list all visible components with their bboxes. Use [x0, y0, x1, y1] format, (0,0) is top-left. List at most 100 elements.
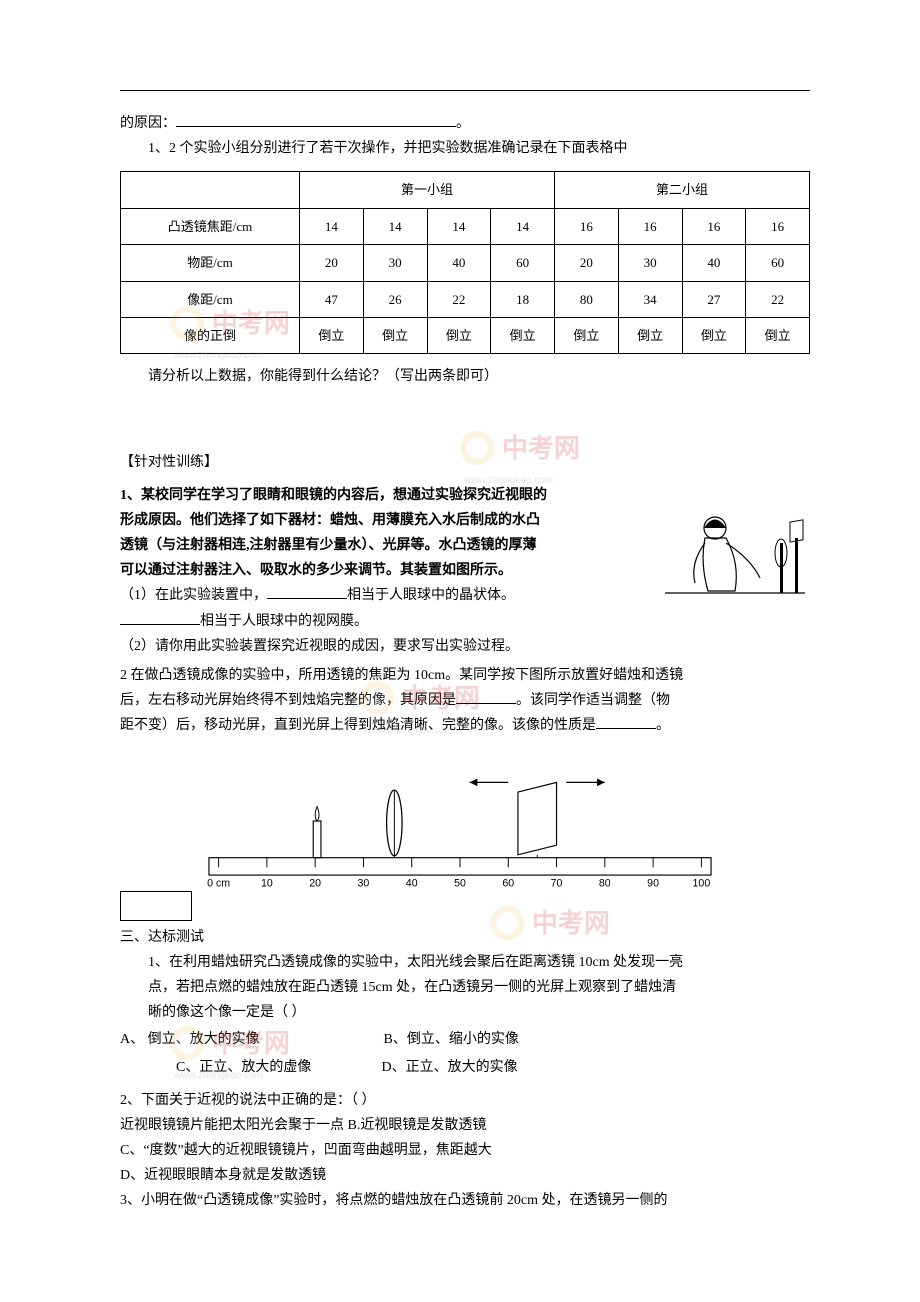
- page: 中考网 www.zhongkao.com 中考网 www.zhongkao.co…: [0, 0, 920, 1302]
- table-cell: 47: [300, 281, 364, 317]
- ruler-tick: 80: [599, 877, 611, 889]
- table-cell: 倒立: [300, 317, 364, 353]
- test-q1-options: A、 倒立、放大的实像 B、倒立、缩小的实像 C、正立、放大的虚像 D、正立、放…: [120, 1027, 810, 1079]
- table-cell: 倒立: [363, 317, 427, 353]
- table-cell-empty: [121, 172, 300, 208]
- test-q2b: 近视眼镜镜片能把太阳光会聚于一点 B.近视眼镜是发散透镜: [120, 1113, 810, 1138]
- table-cell: 27: [682, 281, 746, 317]
- table-cell: 60: [746, 245, 810, 281]
- table-cell: 80: [555, 281, 619, 317]
- table-cell: 34: [618, 281, 682, 317]
- fill-blank: [267, 584, 347, 599]
- test-q3: 3、小明在做“凸透镜成像”实验时，将点燃的蜡烛放在凸透镜前 20cm 处，在透镜…: [120, 1188, 810, 1213]
- option-a: A、 倒立、放大的实像: [120, 1027, 380, 1052]
- table-cell: 20: [300, 245, 364, 281]
- table-cell: 22: [746, 281, 810, 317]
- table-cell: 30: [618, 245, 682, 281]
- table-cell: 40: [682, 245, 746, 281]
- table-cell: 倒立: [618, 317, 682, 353]
- test-q1a: 1、在利用蜡烛研究凸透镜成像的实验中，太阳光线会聚后在距离透镜 10cm 处发现…: [120, 950, 810, 975]
- optical-bench-figure: 0 cm 10 20 30 40 50 60 70 80 90 100: [120, 751, 810, 921]
- table-cell: 倒立: [427, 317, 491, 353]
- test-q2c: C、“度数”越大的近视眼镜镜片，凹面弯曲越明显，焦距越大: [120, 1138, 810, 1163]
- intro-prefix: 的原因：: [120, 116, 176, 131]
- table-cell: 26: [363, 281, 427, 317]
- ruler-tick: 60: [502, 877, 514, 889]
- table-followup: 请分析以上数据，你能得到什么结论？（写出两条即可）: [120, 364, 810, 389]
- ruler-tick: 10: [261, 877, 273, 889]
- table-row: 凸透镜焦距/cm 14 14 14 14 16 16 16 16: [121, 208, 810, 244]
- q1-sub1c: 相当于人眼球中的视网膜。: [200, 614, 368, 629]
- table-row: 像距/cm 47 26 22 18 80 34 27 22: [121, 281, 810, 317]
- table-cell: 倒立: [682, 317, 746, 353]
- fill-blank: [456, 689, 516, 704]
- fill-blank: [596, 714, 656, 729]
- ruler-tick: 70: [551, 877, 563, 889]
- table-cell: 14: [300, 208, 364, 244]
- table-group1: 第一小组: [300, 172, 555, 208]
- student-experiment-icon: [660, 483, 810, 623]
- option-b: B、倒立、缩小的实像: [384, 1032, 519, 1047]
- table-cell: 14: [363, 208, 427, 244]
- training-q2: 2 在做凸透镜成像的实验中，所用透镜的焦距为 10cm。某同学按下图所示放置好蜡…: [120, 663, 810, 739]
- table-cell: 倒立: [555, 317, 619, 353]
- test-q2a: 2、下面关于近视的说法中正确的是：（ ）: [120, 1088, 810, 1113]
- test-q1c: 晰的像这个像一定是（ ）: [120, 1000, 810, 1025]
- table-cell: 14: [491, 208, 555, 244]
- option-row: A、 倒立、放大的实像 B、倒立、缩小的实像: [120, 1027, 810, 1052]
- training-q1: 1、某校同学在学习了眼睛和眼镜的内容后，想通过实验探究近视眼的 形成原因。他们选…: [120, 483, 810, 659]
- test-q2d: D、近视眼眼睛本身就是发散透镜: [120, 1163, 810, 1188]
- table-row: 第一小组 第二小组: [121, 172, 810, 208]
- q2c: 。该同学作适当调整（物: [516, 693, 670, 708]
- ruler-tick: 40: [406, 877, 418, 889]
- option-row: C、正立、放大的虚像 D、正立、放大的实像: [120, 1055, 810, 1080]
- table-cell: 16: [618, 208, 682, 244]
- optical-bench-icon: 0 cm 10 20 30 40 50 60 70 80 90 100: [180, 751, 740, 891]
- training-heading: 【针对性训练】: [120, 450, 810, 475]
- ruler-tick: 30: [358, 877, 370, 889]
- table-group2: 第二小组: [555, 172, 810, 208]
- table-cell: 16: [746, 208, 810, 244]
- table-rowlabel: 物距/cm: [121, 245, 300, 281]
- table-cell: 16: [682, 208, 746, 244]
- table-rowlabel: 像距/cm: [121, 281, 300, 317]
- fill-blank: [120, 610, 200, 625]
- q1-sub1b: 相当于人眼球中的晶状体。: [347, 588, 515, 603]
- q2d: 距不变）后，移动光屏，直到光屏上得到烛焰清晰、完整的像。该像的性质是: [120, 718, 596, 733]
- q1-sub2: （2）请你用此实验装置探究近视眼的成因，要求写出实验过程。: [120, 634, 810, 659]
- table-row: 物距/cm 20 30 40 60 20 30 40 60: [121, 245, 810, 281]
- ruler-tick: 100: [693, 877, 711, 889]
- fill-blank: [176, 112, 456, 127]
- spacer: [120, 390, 810, 430]
- option-d: D、正立、放大的实像: [382, 1060, 518, 1075]
- q2b: 后，左右移动光屏始终得不到烛焰完整的像，其原因是: [120, 693, 456, 708]
- ruler-tick: 20: [309, 877, 321, 889]
- table-cell: 倒立: [491, 317, 555, 353]
- table-row: 像的正倒 倒立 倒立 倒立 倒立 倒立 倒立 倒立 倒立: [121, 317, 810, 353]
- empty-box: [120, 891, 192, 921]
- top-divider: [120, 90, 810, 91]
- q2-line3: 距不变）后，移动光屏，直到光屏上得到烛焰清晰、完整的像。该像的性质是。: [120, 713, 810, 738]
- table-cell: 22: [427, 281, 491, 317]
- test-heading: 三、达标测试: [120, 925, 810, 950]
- option-c: C、正立、放大的虚像: [148, 1055, 378, 1080]
- table-rowlabel: 像的正倒: [121, 317, 300, 353]
- table-cell: 20: [555, 245, 619, 281]
- table-cell: 14: [427, 208, 491, 244]
- q2-line2: 后，左右移动光屏始终得不到烛焰完整的像，其原因是 。该同学作适当调整（物: [120, 688, 810, 713]
- table-rowlabel: 凸透镜焦距/cm: [121, 208, 300, 244]
- q2-line: 2 在做凸透镜成像的实验中，所用透镜的焦距为 10cm。某同学按下图所示放置好蜡…: [120, 663, 810, 688]
- table-cell: 60: [491, 245, 555, 281]
- intro-line2: 1、2 个实验小组分别进行了若干次操作，并把实验数据准确记录在下面表格中: [120, 136, 810, 161]
- ruler-tick: 90: [647, 877, 659, 889]
- q1-sub1a: （1）在此实验装置中，: [120, 588, 267, 603]
- data-table: 第一小组 第二小组 凸透镜焦距/cm 14 14 14 14 16 16 16 …: [120, 171, 810, 354]
- table-cell: 倒立: [746, 317, 810, 353]
- test-q1b: 点，若把点燃的蜡烛放在距凸透镜 15cm 处，在凸透镜另一侧的光屏上观察到了蜡烛…: [120, 975, 810, 1000]
- ruler-tick: 50: [454, 877, 466, 889]
- intro-suffix: 。: [456, 116, 470, 131]
- table-cell: 16: [555, 208, 619, 244]
- intro-line1: 的原因： 。: [120, 111, 810, 136]
- table-cell: 30: [363, 245, 427, 281]
- table-cell: 18: [491, 281, 555, 317]
